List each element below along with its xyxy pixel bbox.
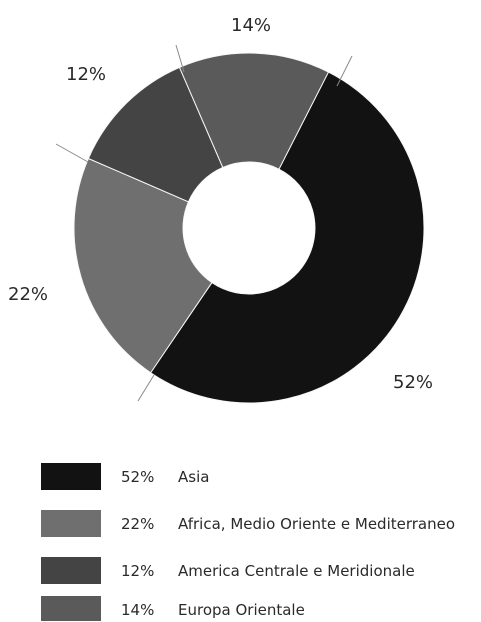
slice-label-22: 22% xyxy=(8,284,48,305)
legend-percent-africa: 22% xyxy=(121,515,154,533)
legend-item: 14% Europa Orientale xyxy=(41,596,305,621)
legend-swatch-africa xyxy=(41,510,101,537)
legend-label-asia: Asia xyxy=(178,468,209,486)
slice-label-52: 52% xyxy=(393,372,433,393)
leader-line-left xyxy=(55,143,89,163)
slice-label-12: 12% xyxy=(66,64,106,85)
legend-swatch-europa xyxy=(41,596,101,621)
legend-swatch-america xyxy=(41,557,101,584)
slices-group xyxy=(73,52,425,404)
legend-percent-europa: 14% xyxy=(121,601,154,619)
slice-label-14: 14% xyxy=(231,15,271,36)
legend-item: 12% America Centrale e Meridionale xyxy=(41,557,415,584)
legend-label-america: America Centrale e Meridionale xyxy=(178,562,415,580)
percentage-labels-group: 52% 22% 12% 14% xyxy=(8,15,433,393)
legend-percent-asia: 52% xyxy=(121,468,154,486)
leader-line-bottom xyxy=(137,374,155,402)
slice-asia xyxy=(149,71,425,404)
slice-africa-medio-oriente-mediterraneo xyxy=(73,157,213,374)
leader-lines-group xyxy=(55,44,353,402)
legend-item: 52% Asia xyxy=(41,463,209,490)
slice-europa-orientale xyxy=(178,52,330,170)
leader-line-top xyxy=(175,44,185,73)
legend-percent-america: 12% xyxy=(121,562,154,580)
legend-label-africa: Africa, Medio Oriente e Mediterraneo xyxy=(178,515,455,533)
legend-label-europa: Europa Orientale xyxy=(178,601,305,619)
leader-line-top-right xyxy=(336,55,353,87)
legend-item: 22% Africa, Medio Oriente e Mediterraneo xyxy=(41,510,455,537)
legend: 52% Asia 22% Africa, Medio Oriente e Med… xyxy=(41,463,455,621)
legend-swatch-asia xyxy=(41,463,101,490)
